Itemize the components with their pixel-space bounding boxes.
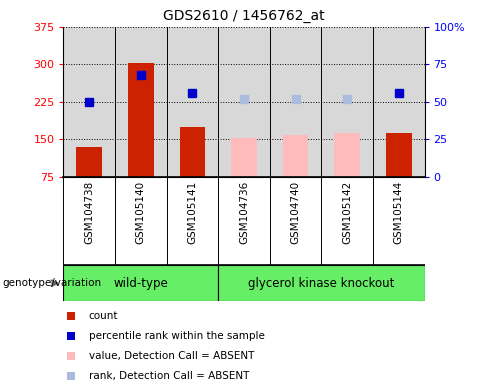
- Bar: [231, 138, 257, 177]
- Text: value, Detection Call = ABSENT: value, Detection Call = ABSENT: [89, 351, 254, 361]
- Text: GSM105142: GSM105142: [342, 181, 352, 244]
- Title: GDS2610 / 1456762_at: GDS2610 / 1456762_at: [163, 9, 325, 23]
- Bar: [76, 147, 102, 177]
- Bar: [386, 133, 412, 177]
- Text: GSM105140: GSM105140: [136, 181, 146, 244]
- Text: wild-type: wild-type: [113, 277, 168, 290]
- Text: GSM104738: GSM104738: [84, 181, 94, 244]
- Bar: [128, 63, 154, 177]
- Text: percentile rank within the sample: percentile rank within the sample: [89, 331, 264, 341]
- Text: rank, Detection Call = ABSENT: rank, Detection Call = ABSENT: [89, 371, 249, 381]
- Bar: [180, 127, 205, 177]
- Text: GSM104740: GSM104740: [290, 181, 301, 244]
- Text: count: count: [89, 311, 118, 321]
- Text: genotype/variation: genotype/variation: [2, 278, 102, 288]
- Text: GSM105141: GSM105141: [187, 181, 198, 244]
- Bar: [218, 265, 425, 301]
- Text: glycerol kinase knockout: glycerol kinase knockout: [248, 277, 395, 290]
- Bar: [283, 135, 308, 177]
- Text: GSM104736: GSM104736: [239, 181, 249, 244]
- Bar: [63, 265, 218, 301]
- Bar: [334, 133, 360, 177]
- Text: GSM105144: GSM105144: [394, 181, 404, 244]
